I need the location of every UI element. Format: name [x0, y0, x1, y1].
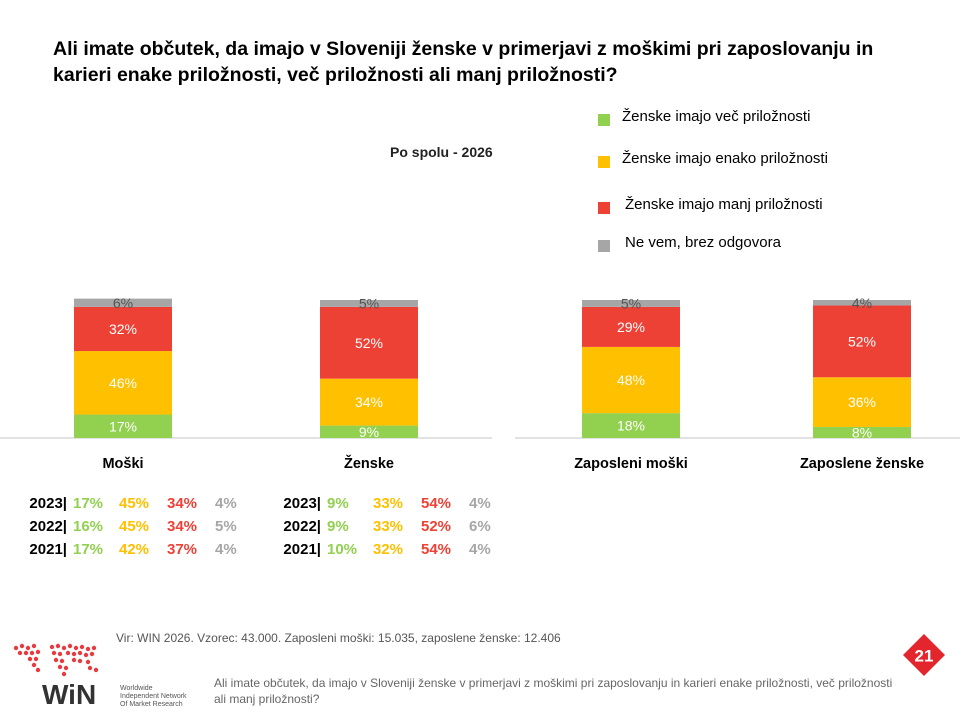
history-value: 34%: [167, 518, 198, 535]
bar-segment: [582, 300, 680, 307]
bar-segment: [582, 306, 680, 347]
bar-segment: [74, 306, 172, 352]
legend-swatch-gray: [598, 240, 610, 252]
legend-label: Ženske imajo več priložnosti: [622, 108, 811, 125]
history-value: 33%: [373, 518, 404, 535]
history-row: 2022| 16% 45% 34% 5%: [22, 515, 257, 538]
category-label: Zaposlene ženske: [800, 456, 924, 472]
page-number-badge: 21: [903, 634, 945, 676]
history-value: 17%: [73, 541, 104, 558]
logo-line-3: Of Market Research: [120, 701, 183, 708]
history-year: 2023|: [283, 495, 321, 512]
data-label: 32%: [109, 321, 137, 337]
bar-segment: [74, 351, 172, 415]
bar-segment: [813, 300, 911, 306]
data-label: 6%: [113, 295, 133, 311]
data-label: 5%: [621, 295, 641, 311]
history-value: 4%: [215, 495, 237, 512]
data-label: 9%: [359, 424, 379, 440]
legend-swatch-red: [598, 202, 610, 214]
bar-segment: [320, 378, 418, 426]
page-number-diamond: [903, 634, 945, 676]
history-row: 2023| 9% 33% 54% 4%: [277, 492, 511, 515]
history-table-women: 2023| 9% 33% 54% 4% 2022| 9% 33% 52% 6% 2021| 10% 32…: [277, 492, 511, 561]
history-value: 4%: [215, 541, 237, 558]
bar-segment: [74, 298, 172, 307]
data-label: 36%: [848, 394, 876, 410]
history-year: 2021|: [283, 541, 321, 558]
bar-segment: [582, 346, 680, 414]
win-logo: WiN Worldwide Independent Network Of Mar…: [13, 643, 187, 710]
page-number: 21: [915, 647, 934, 666]
data-label: 48%: [617, 372, 645, 388]
footer-question: Ali imate občutek, da imajo v Sloveniji …: [214, 676, 893, 706]
history-row: 2021| 10% 32% 54% 4%: [277, 538, 511, 561]
history-value: 5%: [215, 518, 237, 535]
bar-segment: [320, 306, 418, 379]
legend-label: Ne vem, brez odgovora: [625, 234, 781, 251]
history-value: 34%: [167, 495, 198, 512]
history-value: 4%: [469, 495, 491, 512]
history-value: 4%: [469, 541, 491, 558]
history-value: 17%: [73, 495, 104, 512]
history-table-men: 2023| 17% 45% 34% 4% 2022| 16% 45% 34% 5% 2021| 17%…: [22, 492, 257, 561]
history-value: 54%: [421, 541, 452, 558]
data-label: 5%: [359, 295, 379, 311]
logo-line-2: Independent Network: [120, 693, 187, 700]
history-value: 37%: [167, 541, 198, 558]
legend-label: Ženske imajo manj priložnosti: [625, 196, 823, 213]
data-label: 29%: [617, 319, 645, 335]
bar-segment: [74, 414, 172, 438]
history-value: 45%: [119, 518, 150, 535]
history-value: 16%: [73, 518, 104, 535]
bar-segment: [320, 425, 418, 438]
bar-segment: [582, 413, 680, 438]
data-label: 18%: [617, 418, 645, 434]
data-label: 52%: [355, 335, 383, 351]
history-value: 9%: [327, 495, 349, 512]
world-map-icon: [13, 643, 99, 677]
history-year: 2021|: [29, 541, 67, 558]
history-value: 52%: [421, 518, 452, 535]
history-value: 33%: [373, 495, 404, 512]
bar-segment: [813, 426, 911, 438]
history-value: 42%: [119, 541, 150, 558]
logo-line-1: Worldwide: [120, 685, 153, 692]
data-label: 52%: [848, 333, 876, 349]
history-value: 54%: [421, 495, 452, 512]
history-value: 45%: [119, 495, 150, 512]
history-value: 10%: [327, 541, 358, 558]
legend-label: Ženske imajo enako priložnosti: [622, 150, 828, 167]
category-label: Moški: [102, 456, 143, 472]
legend-swatch-green: [598, 114, 610, 126]
logo-mark: WiN: [42, 679, 96, 710]
chart-title: Ali imate občutek, da imajo v Sloveniji …: [53, 38, 874, 86]
data-label: 8%: [852, 424, 872, 440]
source-note: Vir: WIN 2026. Vzorec: 43.000. Zaposleni…: [116, 631, 561, 645]
history-row: 2023| 17% 45% 34% 4%: [22, 492, 257, 515]
history-row: 2022| 9% 33% 52% 6%: [277, 515, 511, 538]
history-year: 2022|: [29, 518, 67, 535]
history-row: 2021| 17% 42% 37% 4%: [22, 538, 257, 561]
category-label: Zaposleni moški: [574, 456, 688, 472]
history-year: 2023|: [29, 495, 67, 512]
chart-subtitle: Po spolu - 2026: [390, 144, 493, 160]
data-label: 4%: [852, 295, 872, 311]
bar-segment: [320, 300, 418, 307]
data-label: 46%: [109, 375, 137, 391]
history-value: 9%: [327, 518, 349, 535]
data-label: 17%: [109, 418, 137, 434]
history-value: 32%: [373, 541, 404, 558]
legend-swatch-yellow: [598, 156, 610, 168]
stacked-bar-chart: 17% 46% 32% 6% Moški 9% 34% 52% 5% Ženske 18% 48% 29…: [0, 295, 960, 472]
category-label: Ženske: [344, 454, 394, 472]
history-value: 6%: [469, 518, 491, 535]
bar-segment: [813, 305, 911, 378]
bar-segment: [813, 377, 911, 427]
data-label: 34%: [355, 394, 383, 410]
history-year: 2022|: [283, 518, 321, 535]
